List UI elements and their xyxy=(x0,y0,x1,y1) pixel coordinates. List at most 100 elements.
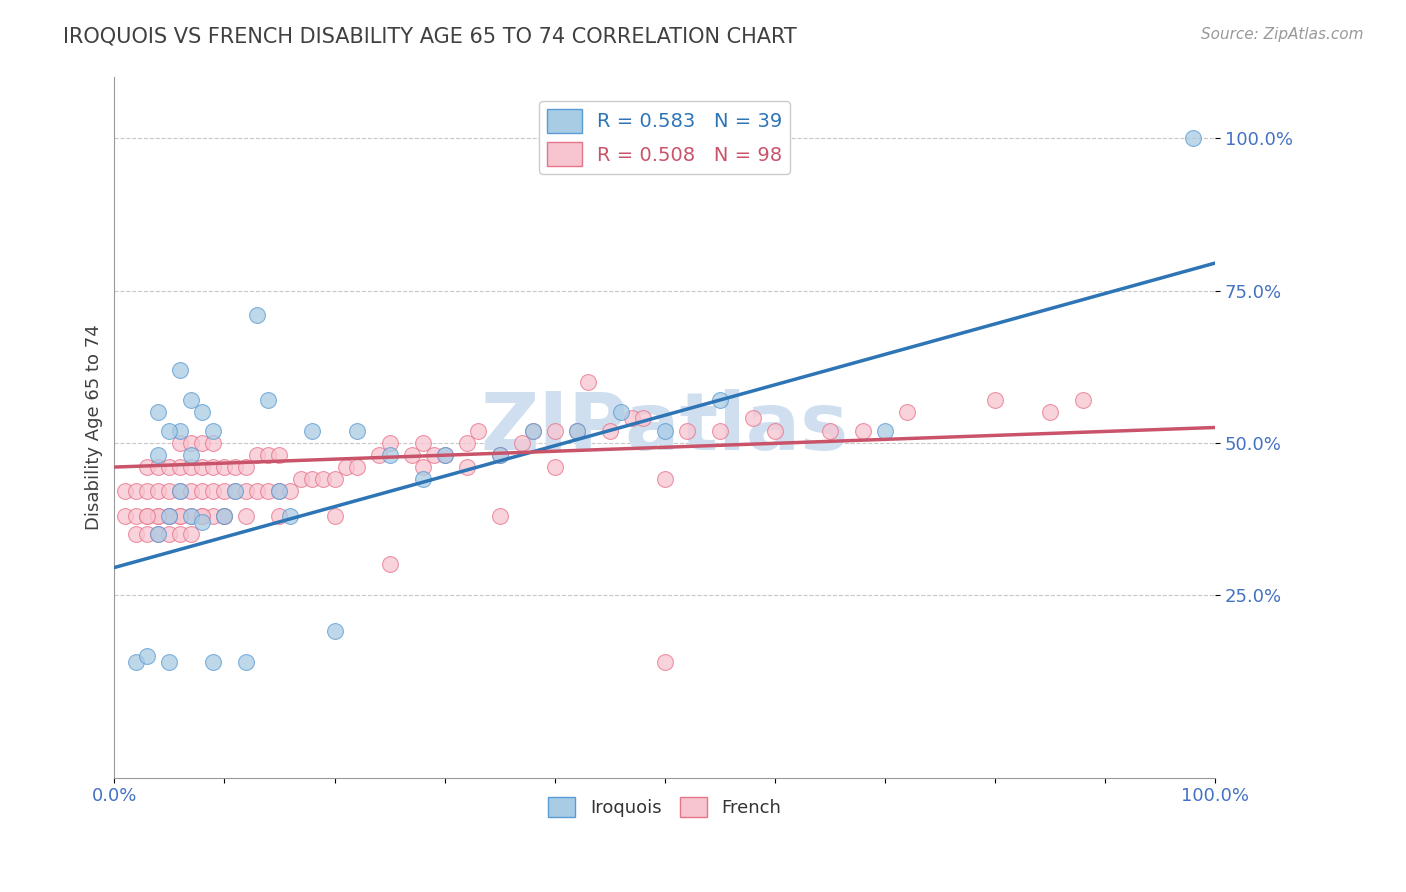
Point xyxy=(224,460,246,475)
Point xyxy=(896,405,918,419)
Point xyxy=(136,508,159,523)
Point xyxy=(301,424,323,438)
Point xyxy=(202,424,225,438)
Point xyxy=(873,424,896,438)
Point xyxy=(269,448,291,462)
Point xyxy=(214,484,236,499)
Point xyxy=(125,655,148,669)
Point xyxy=(235,460,257,475)
Point xyxy=(148,508,170,523)
Point xyxy=(346,460,368,475)
Text: ZIPatlas: ZIPatlas xyxy=(481,389,849,467)
Point xyxy=(269,508,291,523)
Point xyxy=(180,448,202,462)
Point xyxy=(235,508,257,523)
Point xyxy=(1039,405,1062,419)
Point xyxy=(224,484,246,499)
Point xyxy=(148,460,170,475)
Point xyxy=(136,648,159,663)
Point xyxy=(488,448,510,462)
Point xyxy=(741,411,763,425)
Point xyxy=(159,424,181,438)
Point xyxy=(565,424,588,438)
Point xyxy=(169,484,191,499)
Point xyxy=(510,435,533,450)
Point xyxy=(191,435,214,450)
Point xyxy=(599,424,621,438)
Point xyxy=(488,508,510,523)
Point xyxy=(136,460,159,475)
Point xyxy=(148,405,170,419)
Point xyxy=(148,527,170,541)
Point xyxy=(488,448,510,462)
Point xyxy=(159,484,181,499)
Point xyxy=(433,448,456,462)
Point xyxy=(214,508,236,523)
Point xyxy=(654,424,676,438)
Point xyxy=(191,460,214,475)
Point xyxy=(169,508,191,523)
Point xyxy=(202,484,225,499)
Point xyxy=(114,508,136,523)
Point xyxy=(257,484,280,499)
Point xyxy=(114,484,136,499)
Point xyxy=(378,448,401,462)
Point xyxy=(125,508,148,523)
Point xyxy=(180,484,202,499)
Y-axis label: Disability Age 65 to 74: Disability Age 65 to 74 xyxy=(86,325,103,531)
Point xyxy=(565,424,588,438)
Point xyxy=(191,484,214,499)
Point xyxy=(984,393,1007,408)
Point xyxy=(224,484,246,499)
Point xyxy=(148,448,170,462)
Point xyxy=(169,362,191,376)
Point xyxy=(818,424,841,438)
Point xyxy=(191,405,214,419)
Point xyxy=(412,460,434,475)
Point xyxy=(202,508,225,523)
Point xyxy=(180,508,202,523)
Point xyxy=(543,424,565,438)
Point xyxy=(148,484,170,499)
Point xyxy=(367,448,389,462)
Point xyxy=(169,460,191,475)
Point xyxy=(323,508,346,523)
Point xyxy=(412,435,434,450)
Point xyxy=(323,624,346,639)
Point xyxy=(257,393,280,408)
Point xyxy=(335,460,357,475)
Point xyxy=(214,508,236,523)
Point xyxy=(852,424,875,438)
Point xyxy=(202,435,225,450)
Point xyxy=(214,508,236,523)
Point xyxy=(235,484,257,499)
Point xyxy=(467,424,489,438)
Point xyxy=(620,411,643,425)
Point xyxy=(159,508,181,523)
Point xyxy=(269,484,291,499)
Point xyxy=(301,472,323,486)
Text: Source: ZipAtlas.com: Source: ZipAtlas.com xyxy=(1201,27,1364,42)
Point xyxy=(763,424,786,438)
Point xyxy=(136,484,159,499)
Point xyxy=(148,527,170,541)
Point xyxy=(456,460,478,475)
Point xyxy=(136,527,159,541)
Point xyxy=(401,448,423,462)
Point xyxy=(433,448,456,462)
Point xyxy=(180,435,202,450)
Point xyxy=(180,460,202,475)
Point xyxy=(202,655,225,669)
Point xyxy=(543,460,565,475)
Point xyxy=(522,424,544,438)
Text: IROQUOIS VS FRENCH DISABILITY AGE 65 TO 74 CORRELATION CHART: IROQUOIS VS FRENCH DISABILITY AGE 65 TO … xyxy=(63,27,797,46)
Point xyxy=(323,472,346,486)
Point xyxy=(378,558,401,572)
Point xyxy=(180,393,202,408)
Point xyxy=(346,424,368,438)
Point xyxy=(169,424,191,438)
Point xyxy=(169,484,191,499)
Point xyxy=(631,411,654,425)
Point xyxy=(169,508,191,523)
Point xyxy=(709,424,731,438)
